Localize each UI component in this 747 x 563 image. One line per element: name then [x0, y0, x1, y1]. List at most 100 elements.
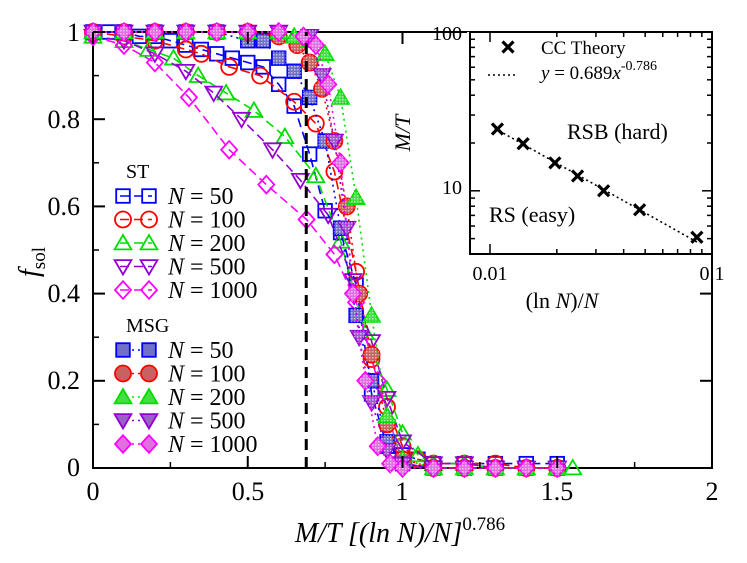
legend-marker [139, 279, 159, 301]
data-point-texture [363, 307, 380, 322]
data-point [255, 59, 271, 75]
inset-x-label-var: N [555, 288, 572, 313]
data-point [216, 83, 237, 101]
legend-label-var: N [167, 208, 186, 234]
legend-marker [113, 279, 133, 301]
data-point [290, 172, 311, 191]
data-point-texture [313, 69, 331, 84]
x-axis-label-base: M/T [(ln N)/N] [294, 518, 463, 549]
inset-legend: CC Theory y = 0.689x-0.786 [488, 38, 657, 84]
data-point [138, 39, 159, 57]
rsb-region-label: RSB (hard) [567, 119, 668, 144]
data-point [343, 273, 363, 291]
x-tick-label: 1.5 [541, 477, 574, 506]
inset-data-point [570, 169, 585, 183]
legend-entry: N = 1000 [113, 278, 258, 304]
inset-x-label-var2: N [583, 288, 600, 313]
data-point [203, 85, 224, 103]
y-tick-label: 0.8 [48, 105, 81, 134]
y-tick-label: 0 [67, 453, 80, 482]
data-point-texture [316, 45, 334, 61]
legend-entry: N = 50 [115, 184, 234, 210]
legend-label-var: N [167, 231, 186, 257]
data-point-texture [332, 154, 349, 172]
data-point-texture [369, 437, 386, 455]
legend-label: N = 1000 [167, 278, 258, 304]
inset-layer [470, 31, 713, 255]
legend-label-var: N [167, 338, 186, 364]
cross-stroke [516, 137, 530, 151]
inset-background [467, 32, 712, 254]
cross-stroke [570, 169, 585, 183]
inset-x-tick-label: 0.01 [473, 263, 508, 285]
data-point-texture [378, 407, 396, 423]
data-point-texture [256, 33, 271, 48]
legend-label-var: N [167, 184, 186, 210]
x-tick-label: 2 [706, 477, 719, 506]
legend-label: N = 50 [167, 184, 234, 210]
inset-y-tick-label: 100 [432, 23, 462, 45]
inset-chart: 100 10 0.01 0.1 (ln N)/N M/T CC Theory y… [390, 23, 725, 313]
fit-label-y: y [539, 63, 550, 84]
data-point-texture [338, 221, 356, 237]
data-point [306, 114, 325, 133]
legend-label-var: N [167, 255, 186, 281]
legend-marker [115, 188, 131, 204]
legend-label: N = 50 [167, 338, 234, 364]
inset-data-point [690, 230, 704, 244]
x-tick-label: 0 [87, 477, 100, 506]
legend-label-value: = 50 [184, 184, 234, 210]
data-point [301, 146, 318, 162]
data-point [219, 139, 239, 160]
data-point-texture [425, 459, 442, 477]
legend-marker [113, 413, 133, 431]
legend-marker [140, 210, 158, 229]
y-tick-label: 0.2 [48, 366, 81, 395]
legend-label-value: = 500 [184, 255, 246, 281]
legend-marker [141, 188, 157, 204]
legend-label-value: = 200 [184, 385, 246, 411]
legend-label-var: N [167, 432, 186, 458]
legend-label: N = 200 [167, 385, 246, 411]
data-point [179, 87, 199, 108]
legend-marker [139, 387, 159, 405]
data-point-texture [270, 23, 287, 41]
y-axis-label-subscript: sol [29, 247, 50, 269]
legend-label-var: N [167, 409, 186, 435]
data-point-texture [177, 23, 194, 41]
data-point-texture [344, 284, 361, 303]
legend-marker [139, 433, 159, 455]
data-point [274, 126, 295, 144]
main-chart: 0 0.2 0.4 0.6 0.8 1 0 0.5 1 1.5 2 M/T [(… [14, 18, 719, 549]
fit-label-exponent: -0.786 [621, 59, 657, 74]
data-point-texture [363, 346, 380, 363]
legend-label-value: = 100 [184, 362, 246, 388]
legend-marker [113, 387, 133, 405]
legend-label-value: = 1000 [184, 278, 258, 304]
inset-fit-line [494, 127, 701, 245]
data-point [114, 34, 134, 56]
data-point [240, 54, 256, 71]
legend-marker [113, 259, 133, 277]
inset-y-tick-label: 10 [442, 177, 462, 199]
data-point [144, 46, 165, 64]
legend-label: N = 1000 [167, 432, 258, 458]
data-point-texture [326, 134, 343, 149]
legend-label-var: N [167, 385, 186, 411]
data-point-texture [332, 89, 349, 104]
legend-title-st: ST [126, 161, 149, 183]
y-tick-label: 0.4 [48, 279, 81, 308]
legend-marker [140, 364, 158, 383]
data-point-texture [271, 51, 286, 65]
legend-marker [114, 364, 132, 383]
legend-cross [501, 40, 515, 54]
data-point [224, 50, 240, 66]
legend-entry: N = 50 [115, 338, 234, 364]
inset-data-point [632, 203, 647, 217]
cross-stroke [490, 122, 505, 136]
inset-data-point [490, 122, 505, 136]
legend-label-value: = 200 [184, 231, 246, 257]
y-tick-label: 1 [67, 18, 80, 47]
